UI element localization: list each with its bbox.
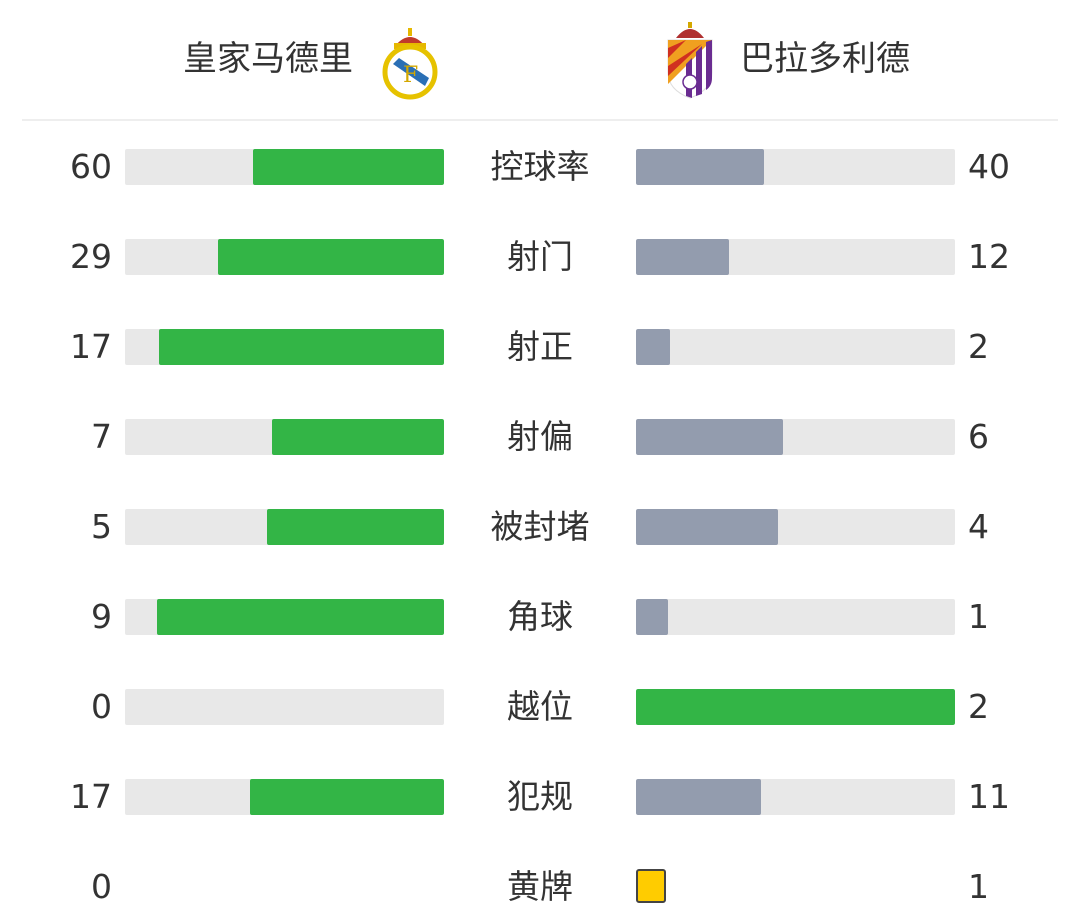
home-bar-fill bbox=[266, 509, 444, 545]
away-bar-track bbox=[636, 419, 955, 455]
away-value: 4 bbox=[968, 507, 989, 546]
away-bar-fill bbox=[636, 599, 668, 635]
away-team-name[interactable]: 巴拉多利德 bbox=[740, 39, 910, 79]
stat-label: 射门 bbox=[507, 237, 573, 276]
home-bar-fill bbox=[252, 149, 444, 185]
stat-row: 9 角球 1 bbox=[0, 597, 1080, 636]
away-bar-fill bbox=[636, 329, 670, 365]
home-value: 0 bbox=[91, 867, 112, 906]
real-madrid-logo-icon: F bbox=[382, 28, 438, 100]
stat-label: 黄牌 bbox=[507, 867, 573, 906]
home-value: 5 bbox=[91, 507, 112, 546]
stat-label: 犯规 bbox=[507, 777, 573, 816]
away-value: 1 bbox=[968, 867, 989, 906]
away-value: 2 bbox=[968, 687, 989, 726]
stat-row: 17 犯规 11 bbox=[0, 777, 1080, 816]
stat-row: 5 被封堵 4 bbox=[0, 507, 1080, 546]
stat-label: 射偏 bbox=[507, 417, 573, 456]
home-value: 17 bbox=[70, 327, 112, 366]
home-bar-track bbox=[125, 239, 444, 275]
home-value: 17 bbox=[70, 777, 112, 816]
valladolid-logo-icon bbox=[667, 22, 713, 99]
away-bar-track bbox=[636, 779, 955, 815]
stat-row: 0 越位 2 bbox=[0, 687, 1080, 726]
stat-label: 控球率 bbox=[490, 147, 590, 186]
home-bar-track bbox=[125, 689, 444, 725]
away-bar-fill bbox=[636, 779, 762, 815]
stat-row: 17 射正 2 bbox=[0, 327, 1080, 366]
stat-label: 被封堵 bbox=[490, 507, 590, 546]
away-value: 2 bbox=[968, 327, 989, 366]
stat-row: 60 控球率 40 bbox=[0, 147, 1080, 186]
away-bar-track bbox=[636, 239, 955, 275]
away-value: 40 bbox=[968, 147, 1010, 186]
home-bar-fill bbox=[156, 599, 444, 635]
home-bar-fill bbox=[272, 419, 444, 455]
home-team-name[interactable]: 皇家马德里 bbox=[183, 39, 353, 79]
away-bar-fill bbox=[636, 419, 784, 455]
away-bar-fill bbox=[636, 239, 730, 275]
away-bar-fill bbox=[636, 149, 764, 185]
home-value: 0 bbox=[91, 687, 112, 726]
away-value: 1 bbox=[968, 597, 989, 636]
home-value: 9 bbox=[91, 597, 112, 636]
stat-row: 29 射门 12 bbox=[0, 237, 1080, 276]
home-bar-track bbox=[125, 419, 444, 455]
away-bar-fill bbox=[636, 689, 955, 725]
stat-row: 7 射偏 6 bbox=[0, 417, 1080, 456]
stat-label: 越位 bbox=[507, 687, 573, 726]
stat-label: 射正 bbox=[507, 327, 573, 366]
home-value: 60 bbox=[70, 147, 112, 186]
stat-label: 角球 bbox=[507, 597, 573, 636]
home-bar-fill bbox=[158, 329, 444, 365]
stat-row: 0 黄牌 1 bbox=[0, 867, 1080, 906]
away-bar-fill bbox=[636, 509, 778, 545]
away-bar-track bbox=[636, 509, 955, 545]
home-bar-fill bbox=[218, 239, 444, 275]
home-value: 7 bbox=[91, 417, 112, 456]
away-bar-track bbox=[636, 689, 955, 725]
away-value: 11 bbox=[968, 777, 1010, 816]
home-bar-track bbox=[125, 329, 444, 365]
svg-text:F: F bbox=[403, 63, 418, 88]
home-bar-track bbox=[125, 599, 444, 635]
home-bar-track bbox=[125, 149, 444, 185]
home-bar-fill bbox=[250, 779, 444, 815]
home-value: 29 bbox=[70, 237, 112, 276]
away-value: 12 bbox=[968, 237, 1010, 276]
away-bar-track bbox=[636, 329, 955, 365]
header-divider bbox=[22, 119, 1058, 121]
away-value: 6 bbox=[968, 417, 989, 456]
away-bar-track bbox=[636, 149, 955, 185]
home-bar-track bbox=[125, 509, 444, 545]
yellow-card-icon bbox=[636, 869, 666, 903]
home-bar-track bbox=[125, 779, 444, 815]
away-bar-track bbox=[636, 599, 955, 635]
